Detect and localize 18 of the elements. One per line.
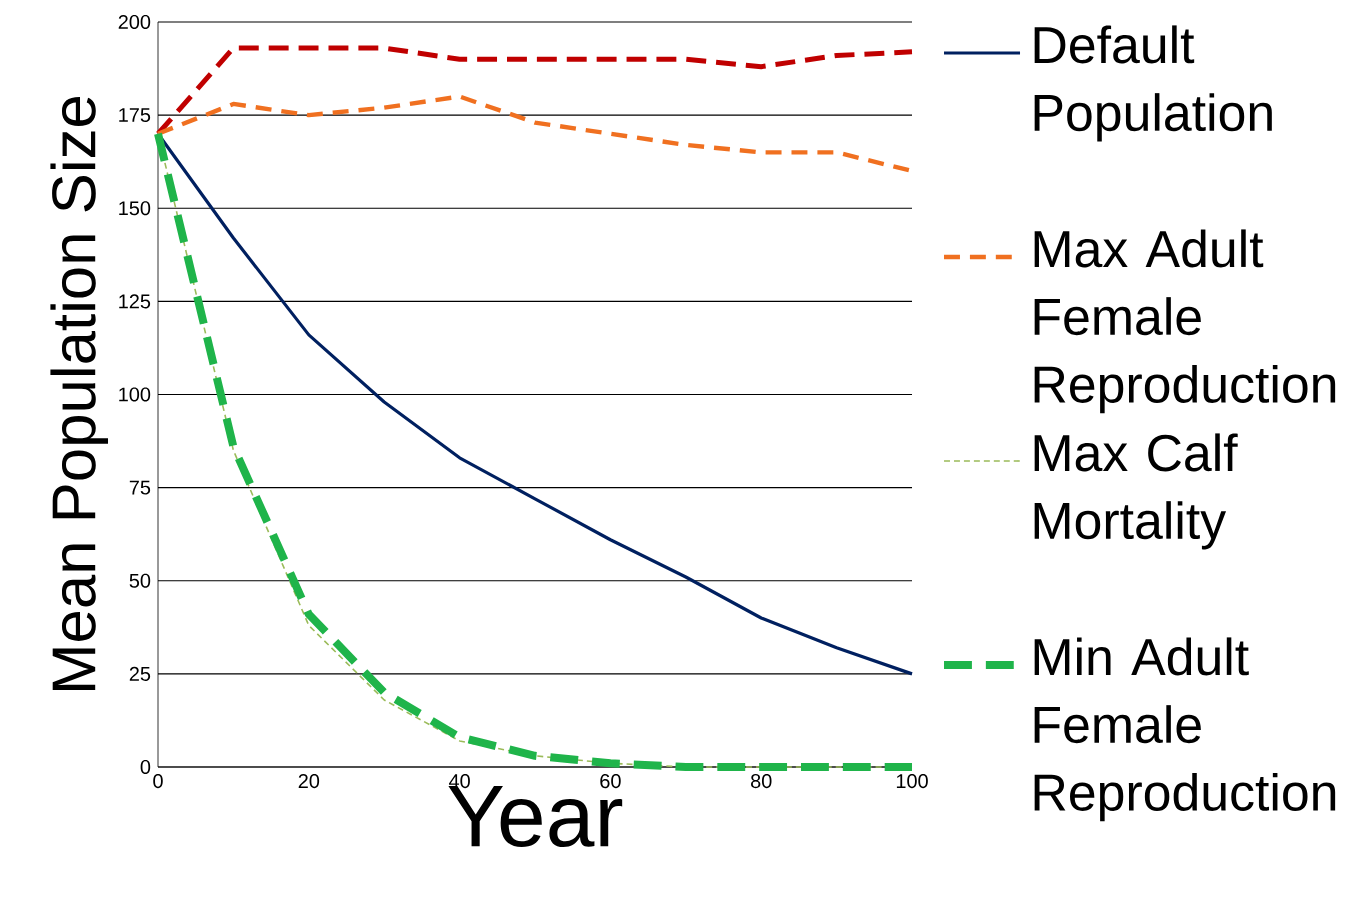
legend-label: Max Calf Mortality <box>1034 433 1238 550</box>
y-tick-label: 25 <box>129 666 151 681</box>
y-axis-title: Mean Population Size <box>50 96 109 690</box>
y-tick-label: 125 <box>119 294 151 309</box>
y-tick-label: 175 <box>119 108 151 123</box>
x-tick-label: 0 <box>153 774 163 789</box>
legend-label: Min Adult Female Reproduction <box>1034 637 1336 822</box>
legend-label: Max Adult Female Reproduction <box>1034 229 1336 414</box>
y-tick-label: 0 <box>140 759 151 775</box>
x-tick-label: 20 <box>298 774 320 789</box>
y-tick-label: 200 <box>118 14 151 30</box>
x-tick-label: 100 <box>896 774 928 789</box>
legend-label: Default Population <box>1034 25 1272 142</box>
y-tick-label: 75 <box>129 480 151 495</box>
y-tick-label: 150 <box>119 201 151 216</box>
y-tick-label: 50 <box>129 573 151 588</box>
x-tick-label: 80 <box>751 774 772 789</box>
y-tick-label: 100 <box>119 387 151 402</box>
